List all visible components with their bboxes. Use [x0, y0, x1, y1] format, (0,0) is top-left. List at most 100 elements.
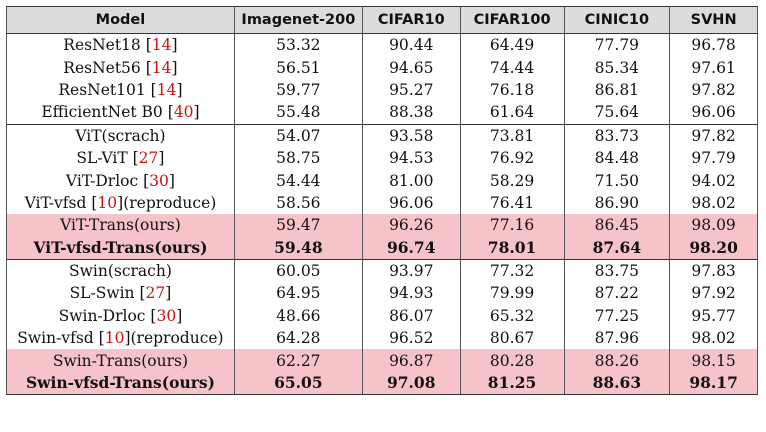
value-cell: 59.77	[233, 78, 363, 102]
table-row: SL-Swin [27] 64.95 94.93 79.99 87.22 97.92	[6, 282, 758, 305]
value-cell: 81.25	[459, 371, 565, 396]
model-name-cell: Swin-Drloc [30]	[6, 304, 235, 328]
citation-link[interactable]: 14	[156, 80, 177, 99]
value-cell: 97.08	[361, 371, 461, 396]
value-cell: 58.56	[233, 191, 363, 215]
table-row: Swin-vfsd-Trans(ours) 65.05 97.08 81.25 88.6…	[6, 371, 758, 396]
citation-link[interactable]: 27	[138, 149, 159, 168]
model-name: SL-Swin	[69, 284, 135, 303]
value-cell: 48.66	[233, 304, 363, 328]
value-cell: 77.79	[563, 33, 671, 57]
value-cell: 77.16	[459, 214, 565, 237]
value-cell: 87.64	[563, 236, 671, 260]
value-cell: 96.78	[669, 33, 758, 57]
value-cell: 83.75	[563, 258, 671, 283]
table-row: ResNet56 [14] 56.51 94.65 74.44 85.34 97.61	[6, 56, 758, 79]
value-cell: 87.96	[563, 327, 671, 350]
value-cell: 64.49	[459, 33, 565, 57]
value-cell: 97.82	[669, 123, 758, 147]
table-row: SL-ViT [27] 58.75 94.53 76.92 84.48 97.79	[6, 146, 758, 170]
model-name: Swin(scrach)	[69, 262, 172, 281]
table-row: ViT-Trans(ours) 59.47 96.26 77.16 86.45 98.09	[6, 214, 758, 237]
value-cell: 94.65	[361, 56, 461, 79]
value-cell: 78.01	[459, 236, 565, 260]
model-name: ViT-vfsd	[24, 193, 87, 212]
model-name-cell: SL-Swin [27]	[6, 282, 235, 305]
value-cell: 88.38	[361, 101, 461, 125]
value-cell: 94.93	[361, 282, 461, 305]
model-name-cell: ViT-Trans(ours)	[6, 214, 235, 237]
value-cell: 88.63	[563, 371, 671, 396]
table-row: ViT-vfsd [10](reproduce) 58.56 96.06 76.41 8…	[6, 191, 758, 215]
value-cell: 86.81	[563, 78, 671, 102]
table-row: ViT(scrach) 54.07 93.58 73.81 83.73 97.82	[6, 123, 758, 147]
value-cell: 98.02	[669, 191, 758, 215]
header-svhn: SVHN	[669, 6, 758, 34]
value-cell: 53.32	[233, 33, 363, 57]
model-name-cell: Swin-vfsd-Trans(ours)	[6, 371, 235, 396]
table-row: ViT-vfsd-Trans(ours) 59.48 96.74 78.01 87.64…	[6, 236, 758, 260]
citation-link[interactable]: 14	[151, 58, 172, 77]
value-cell: 98.02	[669, 327, 758, 350]
header-imagenet-200: Imagenet-200	[233, 6, 363, 34]
citation-link[interactable]: 40	[173, 103, 194, 122]
value-cell: 98.17	[669, 371, 758, 396]
value-cell: 88.26	[563, 349, 671, 372]
value-cell: 54.44	[233, 169, 363, 192]
header-cifar10: CIFAR10	[361, 6, 461, 34]
model-name-cell: ResNet56 [14]	[6, 56, 235, 79]
value-cell: 56.51	[233, 56, 363, 79]
value-cell: 83.73	[563, 123, 671, 147]
value-cell: 61.64	[459, 101, 565, 125]
value-cell: 96.52	[361, 327, 461, 350]
value-cell: 97.82	[669, 78, 758, 102]
value-cell: 97.61	[669, 56, 758, 79]
value-cell: 73.81	[459, 123, 565, 147]
value-cell: 71.50	[563, 169, 671, 192]
value-cell: 86.45	[563, 214, 671, 237]
value-cell: 86.07	[361, 304, 461, 328]
value-cell: 59.48	[233, 236, 363, 260]
citation-link[interactable]: 10	[97, 193, 118, 212]
value-cell: 97.92	[669, 282, 758, 305]
model-name: ViT(scrach)	[75, 126, 166, 145]
value-cell: 96.06	[361, 191, 461, 215]
model-name-cell: EfficientNet B0 [40]	[6, 101, 235, 125]
value-cell: 97.83	[669, 258, 758, 283]
header-cinic10: CINIC10	[563, 6, 671, 34]
value-cell: 97.79	[669, 146, 758, 170]
citation-link[interactable]: 30	[149, 171, 169, 190]
model-name-cell: SL-ViT [27]	[6, 146, 235, 170]
model-name-cell: ResNet18 [14]	[6, 33, 235, 57]
table-body: ResNet18 [14] 53.32 90.44 64.49 77.79 96.78 Re…	[6, 33, 758, 396]
header-model: Model	[6, 6, 235, 34]
value-cell: 75.64	[563, 101, 671, 125]
value-cell: 62.27	[233, 349, 363, 372]
citation-link[interactable]: 10	[104, 329, 125, 348]
value-cell: 76.92	[459, 146, 565, 170]
value-cell: 80.67	[459, 327, 565, 350]
header-cifar100: CIFAR100	[459, 6, 565, 34]
citation-link[interactable]: 27	[145, 284, 166, 303]
citation-link[interactable]: 14	[151, 36, 172, 55]
model-name: ResNet101	[58, 80, 146, 99]
model-name-cell: Swin-vfsd [10](reproduce)	[6, 327, 235, 350]
value-cell: 96.87	[361, 349, 461, 372]
model-name-cell: Swin-Trans(ours)	[6, 349, 235, 372]
value-cell: 90.44	[361, 33, 461, 57]
value-cell: 87.22	[563, 282, 671, 305]
citation-link[interactable]: 30	[156, 306, 177, 325]
value-cell: 95.27	[361, 78, 461, 102]
model-name: Swin-Drloc	[58, 306, 146, 325]
model-name: Swin-vfsd-Trans(ours)	[25, 373, 215, 393]
value-cell: 84.48	[563, 146, 671, 170]
model-name: SL-ViT	[76, 149, 128, 168]
value-cell: 95.77	[669, 304, 758, 328]
model-name-cell: ViT-vfsd [10](reproduce)	[6, 191, 235, 215]
table-row: EfficientNet B0 [40] 55.48 88.38 61.64 75.64…	[6, 101, 758, 125]
value-cell: 60.05	[233, 258, 363, 283]
model-name: Swin-Trans(ours)	[52, 351, 189, 370]
value-cell: 64.95	[233, 282, 363, 305]
table-row: ResNet101 [14] 59.77 95.27 76.18 86.81 97.82	[6, 78, 758, 102]
value-cell: 81.00	[361, 169, 461, 192]
